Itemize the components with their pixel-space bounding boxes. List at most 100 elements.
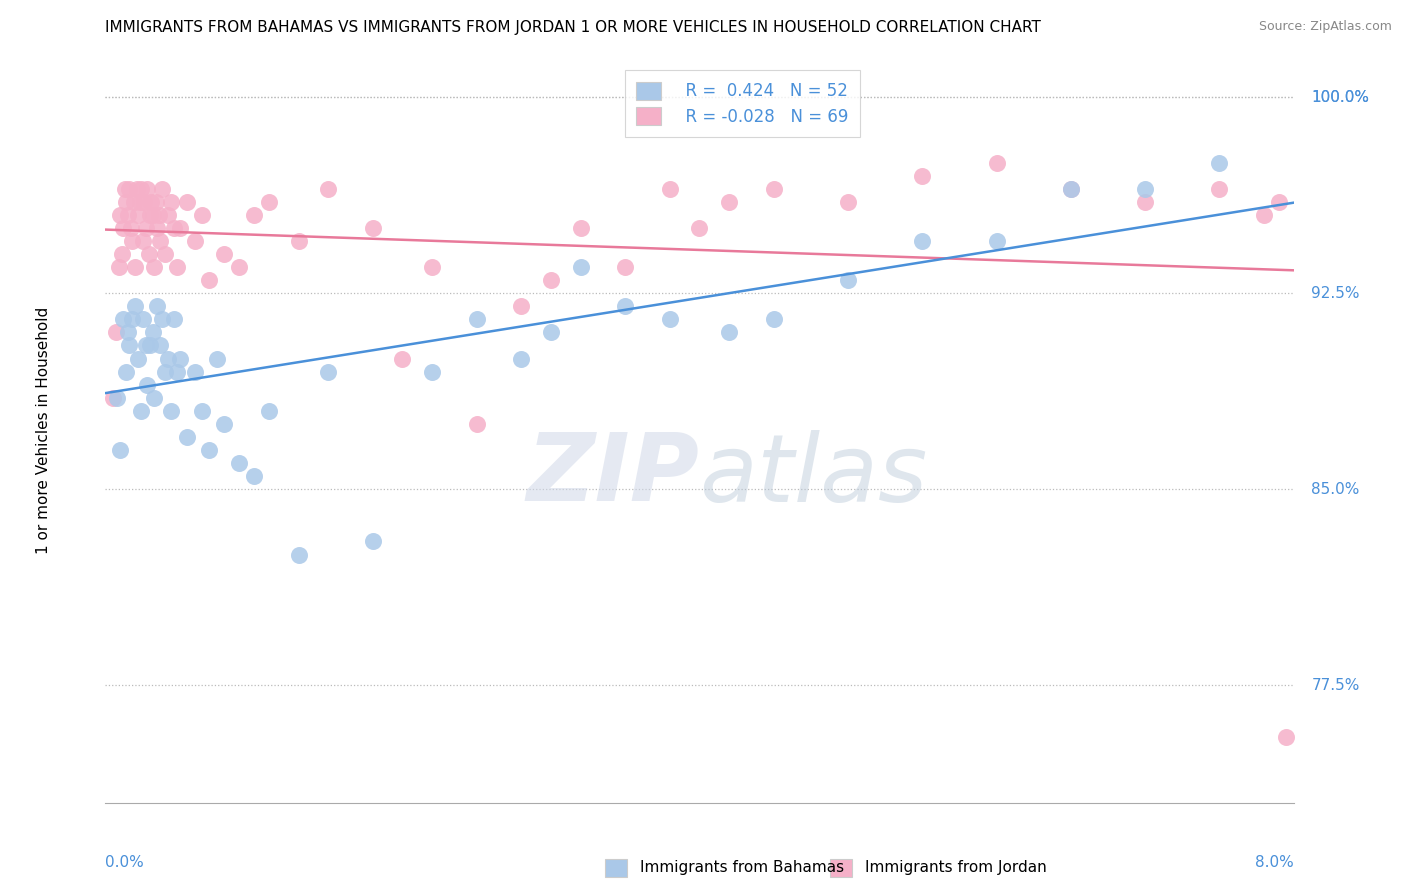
- Point: [148, 208, 170, 222]
- Point: [124, 299, 146, 313]
- Point: [145, 194, 167, 209]
- Text: 0.0%: 0.0%: [105, 855, 145, 870]
- Point: [718, 326, 741, 340]
- Point: [316, 181, 339, 195]
- Point: [176, 194, 198, 209]
- Point: [658, 181, 681, 195]
- Text: 85.0%: 85.0%: [1312, 482, 1360, 497]
- Point: [540, 273, 562, 287]
- Text: atlas: atlas: [700, 430, 928, 521]
- Point: [166, 260, 188, 274]
- Point: [131, 234, 153, 248]
- Point: [120, 220, 142, 235]
- Point: [150, 312, 173, 326]
- Point: [118, 338, 141, 352]
- Point: [110, 208, 132, 222]
- Point: [718, 194, 741, 209]
- Text: 100.0%: 100.0%: [1312, 90, 1369, 104]
- Point: [183, 234, 205, 248]
- Point: [762, 181, 785, 195]
- Point: [287, 234, 309, 248]
- Point: [136, 181, 159, 195]
- Point: [149, 338, 172, 352]
- Point: [540, 326, 562, 340]
- Point: [243, 208, 266, 222]
- Point: [115, 365, 138, 379]
- Point: [986, 155, 1008, 169]
- Point: [139, 208, 162, 222]
- Point: [169, 351, 191, 366]
- Text: 1 or more Vehicles in Household: 1 or more Vehicles in Household: [37, 307, 51, 554]
- Point: [911, 234, 934, 248]
- Point: [837, 273, 859, 287]
- Point: [146, 220, 169, 235]
- Point: [361, 220, 384, 235]
- Point: [1060, 181, 1083, 195]
- Point: [228, 260, 250, 274]
- Point: [1253, 208, 1275, 222]
- Point: [108, 260, 131, 274]
- Point: [163, 312, 186, 326]
- Point: [465, 312, 488, 326]
- Point: [153, 247, 176, 261]
- Point: [143, 260, 166, 274]
- Point: [214, 417, 236, 431]
- Point: [198, 273, 221, 287]
- Text: Immigrants from Bahamas: Immigrants from Bahamas: [640, 860, 844, 874]
- Text: 92.5%: 92.5%: [1312, 285, 1360, 301]
- Point: [1208, 181, 1230, 195]
- Text: 77.5%: 77.5%: [1312, 678, 1360, 693]
- Point: [136, 377, 159, 392]
- Point: [153, 365, 176, 379]
- Point: [986, 234, 1008, 248]
- Point: [159, 404, 181, 418]
- Point: [135, 338, 157, 352]
- Point: [121, 312, 143, 326]
- Point: [183, 365, 205, 379]
- Point: [112, 220, 135, 235]
- Point: [1060, 181, 1083, 195]
- Point: [127, 208, 149, 222]
- Point: [142, 208, 165, 222]
- Point: [191, 404, 214, 418]
- Point: [146, 299, 169, 313]
- Point: [129, 181, 152, 195]
- Point: [143, 391, 166, 405]
- Point: [420, 260, 443, 274]
- Point: [121, 234, 143, 248]
- Point: [205, 351, 228, 366]
- Point: [569, 260, 592, 274]
- Point: [911, 169, 934, 183]
- Point: [391, 351, 413, 366]
- Point: [198, 442, 221, 457]
- Point: [191, 208, 214, 222]
- Point: [135, 220, 157, 235]
- Point: [125, 181, 148, 195]
- Point: [166, 365, 188, 379]
- Point: [117, 208, 139, 222]
- Point: [114, 181, 136, 195]
- Point: [1208, 155, 1230, 169]
- Point: [257, 404, 280, 418]
- Point: [138, 247, 160, 261]
- Point: [127, 351, 149, 366]
- Point: [156, 351, 179, 366]
- Point: [132, 194, 155, 209]
- Point: [149, 234, 172, 248]
- Legend:   R =  0.424   N = 52,   R = -0.028   N = 69: R = 0.424 N = 52, R = -0.028 N = 69: [624, 70, 859, 137]
- Point: [128, 194, 150, 209]
- FancyBboxPatch shape: [605, 859, 627, 877]
- Point: [124, 260, 146, 274]
- Point: [287, 548, 309, 562]
- Point: [465, 417, 488, 431]
- Point: [614, 299, 637, 313]
- Point: [169, 220, 191, 235]
- Text: 100.0%: 100.0%: [1312, 90, 1369, 104]
- Point: [510, 351, 533, 366]
- Point: [214, 247, 236, 261]
- Point: [228, 456, 250, 470]
- Point: [110, 442, 132, 457]
- Point: [176, 430, 198, 444]
- Point: [159, 194, 181, 209]
- Point: [1133, 181, 1156, 195]
